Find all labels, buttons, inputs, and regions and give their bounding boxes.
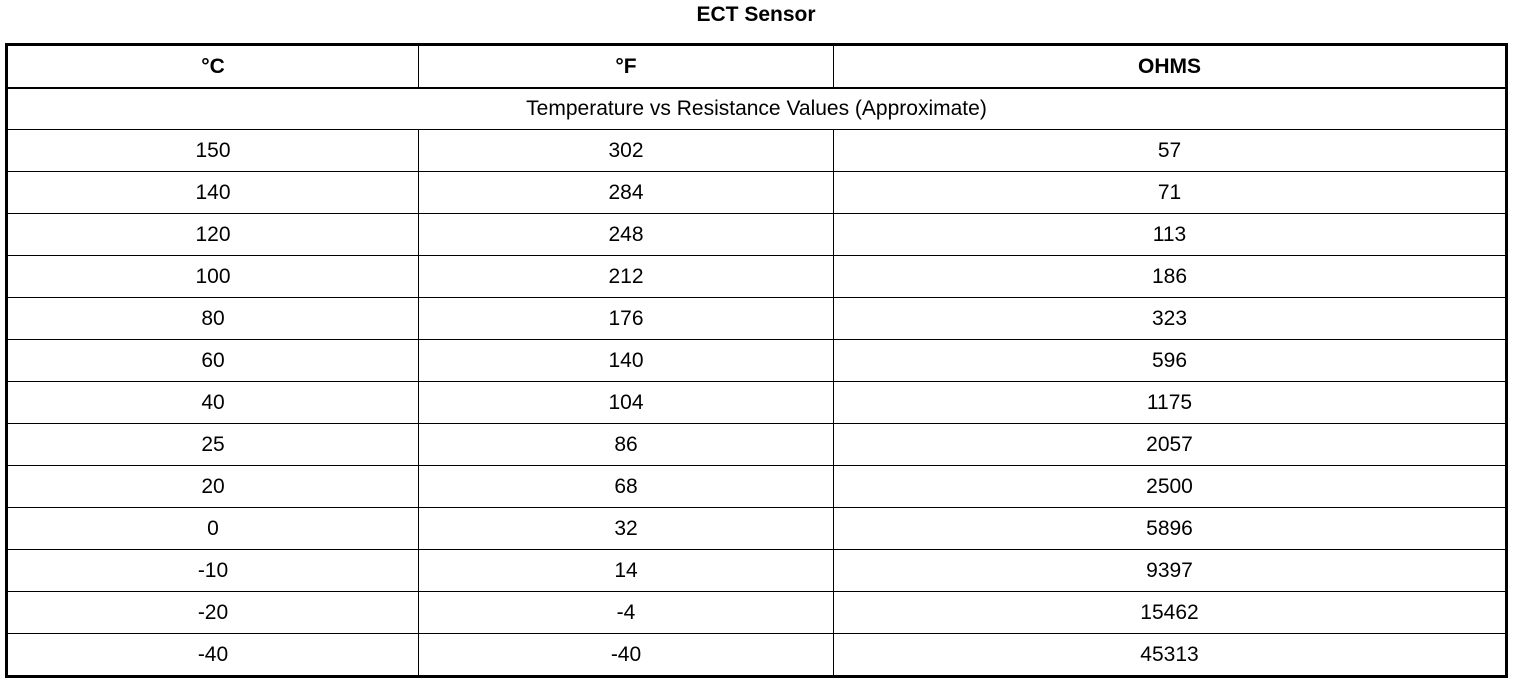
table-row: -10 14 9397 [6,549,1507,592]
ohms-cell: 186 [833,255,1507,298]
celsius-cell: 40 [6,381,419,424]
header-celsius: °C [6,44,419,89]
celsius-cell: 80 [6,297,419,340]
ohms-cell: 15462 [833,591,1507,634]
celsius-cell: -20 [6,591,419,634]
fahrenheit-cell: 284 [418,171,834,214]
table-row: 0 32 5896 [6,507,1507,550]
ohms-cell: 1175 [833,381,1507,424]
table-row: -20 -4 15462 [6,591,1507,634]
ohms-cell: 9397 [833,549,1507,592]
fahrenheit-cell: 248 [418,213,834,256]
fahrenheit-cell: 68 [418,465,834,508]
fahrenheit-cell: 14 [418,549,834,592]
fahrenheit-cell: 302 [418,129,834,172]
table-row: 140 284 71 [6,171,1507,214]
celsius-cell: 150 [6,129,419,172]
ohms-cell: 596 [833,339,1507,382]
table-row: 60 140 596 [6,339,1507,382]
ohms-cell: 57 [833,129,1507,172]
fahrenheit-cell: 104 [418,381,834,424]
ohms-cell: 71 [833,171,1507,214]
ohms-cell: 5896 [833,507,1507,550]
fahrenheit-cell: -40 [418,633,834,677]
table-row: 100 212 186 [6,255,1507,298]
celsius-cell: 25 [6,423,419,466]
ect-sensor-table: °C °F OHMS Temperature vs Resistance Val… [5,43,1508,678]
celsius-cell: 60 [6,339,419,382]
ohms-cell: 2057 [833,423,1507,466]
fahrenheit-cell: 176 [418,297,834,340]
header-ohms: OHMS [833,44,1507,89]
celsius-cell: 20 [6,465,419,508]
celsius-cell: 0 [6,507,419,550]
table-row: 40 104 1175 [6,381,1507,424]
fahrenheit-cell: -4 [418,591,834,634]
table-row: 150 302 57 [6,129,1507,172]
table-row: 120 248 113 [6,213,1507,256]
ohms-cell: 45313 [833,633,1507,677]
celsius-cell: 140 [6,171,419,214]
table-title: ECT Sensor [696,3,816,26]
table-row: -40 -40 45313 [6,633,1507,677]
fahrenheit-cell: 32 [418,507,834,550]
fahrenheit-cell: 140 [418,339,834,382]
celsius-cell: 100 [6,255,419,298]
table-subtitle: Temperature vs Resistance Values (Approx… [6,87,1507,130]
table-row: 80 176 323 [6,297,1507,340]
celsius-cell: -40 [6,633,419,677]
fahrenheit-cell: 212 [418,255,834,298]
ohms-cell: 113 [833,213,1507,256]
celsius-cell: 120 [6,213,419,256]
table-row: 20 68 2500 [6,465,1507,508]
subtitle-row: Temperature vs Resistance Values (Approx… [6,87,1507,130]
fahrenheit-cell: 86 [418,423,834,466]
table-row: 25 86 2057 [6,423,1507,466]
ohms-cell: 323 [833,297,1507,340]
celsius-cell: -10 [6,549,419,592]
header-fahrenheit: °F [418,44,834,89]
header-row: °C °F OHMS [6,44,1507,89]
ohms-cell: 2500 [833,465,1507,508]
